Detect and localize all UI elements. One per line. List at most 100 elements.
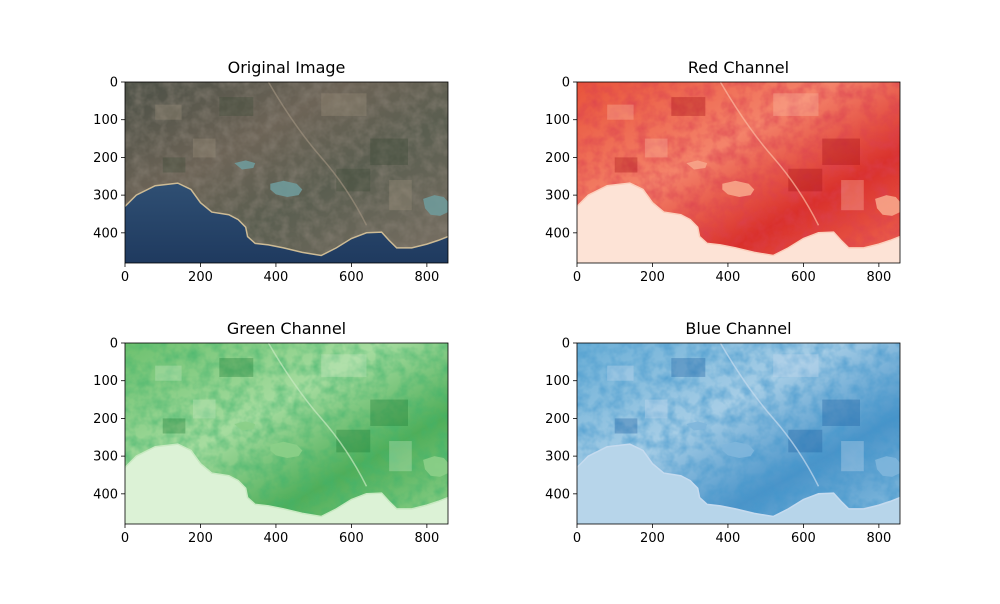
field-patch <box>336 429 371 453</box>
field-patch <box>219 97 254 116</box>
coastline <box>577 443 900 518</box>
field-patch <box>614 418 638 434</box>
x-tick-label: 400 <box>264 270 289 285</box>
x-tick-label: 0 <box>573 531 581 546</box>
y-tick-label: 300 <box>545 450 570 465</box>
x-tick-label: 600 <box>791 270 816 285</box>
y-tick-label: 200 <box>545 412 570 427</box>
sea-area <box>577 444 900 524</box>
y-tick-label: 400 <box>545 226 570 241</box>
y-tick-label: 400 <box>93 487 118 502</box>
y-tick-label: 400 <box>93 226 118 241</box>
lagoon <box>423 456 448 477</box>
x-tick-label: 800 <box>414 531 439 546</box>
lagoon <box>686 421 708 431</box>
y-tick-label: 300 <box>545 189 570 204</box>
image-greens <box>125 343 448 524</box>
x-tick-label: 0 <box>573 270 581 285</box>
y-tick-label: 200 <box>545 151 570 166</box>
x-tick-label: 800 <box>414 270 439 285</box>
lagoon <box>423 195 448 216</box>
panel-title: Green Channel <box>227 319 346 338</box>
field-patch <box>336 168 371 192</box>
x-tick-label: 200 <box>188 270 213 285</box>
field-patch <box>841 180 864 211</box>
river-line <box>719 82 820 226</box>
panel-title: Blue Channel <box>685 319 791 338</box>
axes-frame <box>124 342 449 525</box>
x-tick-label: 800 <box>866 270 891 285</box>
y-tick-label: 0 <box>110 337 118 352</box>
image-blues <box>577 343 900 524</box>
x-tick-label: 200 <box>640 531 665 546</box>
field-patch <box>321 93 367 116</box>
field-patch <box>822 399 861 426</box>
image-reds <box>577 82 900 263</box>
field-patch <box>155 104 182 120</box>
field-patch <box>607 104 634 120</box>
field-patch <box>671 97 706 116</box>
panel-greens: Green Channel 0 200 400 600 800 0 100 200 300 400 <box>93 319 449 546</box>
sea-area <box>125 444 448 524</box>
y-tick-label: 100 <box>545 374 570 389</box>
y-tick-label: 300 <box>93 450 118 465</box>
river-line <box>267 343 368 487</box>
x-tick-label: 400 <box>716 270 741 285</box>
field-patch <box>841 441 864 472</box>
field-patch <box>155 365 182 381</box>
x-tick-label: 400 <box>264 531 289 546</box>
y-tick-label: 0 <box>110 76 118 91</box>
y-tick-label: 0 <box>562 76 570 91</box>
field-patch <box>644 399 668 419</box>
y-tick-label: 200 <box>93 151 118 166</box>
field-patch <box>671 358 706 377</box>
x-tick-label: 0 <box>121 531 129 546</box>
lagoon <box>234 421 256 431</box>
field-patch <box>321 354 367 377</box>
panel-title: Original Image <box>228 58 346 77</box>
field-patch <box>773 93 819 116</box>
x-tick-label: 200 <box>188 531 213 546</box>
lagoon <box>270 441 303 458</box>
field-patch <box>788 168 823 192</box>
axes-frame <box>576 81 901 264</box>
lagoon <box>722 180 755 197</box>
x-tick-label: 600 <box>791 531 816 546</box>
lagoon <box>722 441 755 458</box>
river-line <box>267 82 368 226</box>
panel-blues: Blue Channel 0 200 400 600 800 0 100 200 300 400 <box>545 319 901 546</box>
y-tick-label: 100 <box>93 374 118 389</box>
field-patch <box>822 138 861 165</box>
x-tick-label: 400 <box>716 531 741 546</box>
field-patch <box>192 138 216 158</box>
lagoon <box>875 195 900 216</box>
lagoon <box>270 180 303 197</box>
x-tick-label: 600 <box>339 531 364 546</box>
field-patch <box>389 441 412 472</box>
x-tick-label: 0 <box>121 270 129 285</box>
field-patch <box>162 418 186 434</box>
axes-frame <box>576 342 901 525</box>
y-tick-label: 200 <box>93 412 118 427</box>
x-tick-label: 800 <box>866 531 891 546</box>
axes-frame <box>124 81 449 264</box>
lagoon <box>875 456 900 477</box>
field-patch <box>788 429 823 453</box>
field-patch <box>773 354 819 377</box>
x-tick-label: 200 <box>640 270 665 285</box>
panel-rgb: Original Image 0 200 400 600 800 0 100 200 300 400 <box>93 58 449 285</box>
y-tick-label: 0 <box>562 337 570 352</box>
coastline <box>577 182 900 257</box>
field-patch <box>644 138 668 158</box>
panel-title: Red Channel <box>688 58 789 77</box>
y-tick-label: 100 <box>545 113 570 128</box>
field-patch <box>389 180 412 211</box>
field-patch <box>370 399 409 426</box>
panel-reds: Red Channel 0 200 400 600 800 0 100 200 300 400 <box>545 58 901 285</box>
lagoon <box>234 160 256 170</box>
lagoon <box>686 160 708 170</box>
y-tick-label: 400 <box>545 487 570 502</box>
field-patch <box>219 358 254 377</box>
